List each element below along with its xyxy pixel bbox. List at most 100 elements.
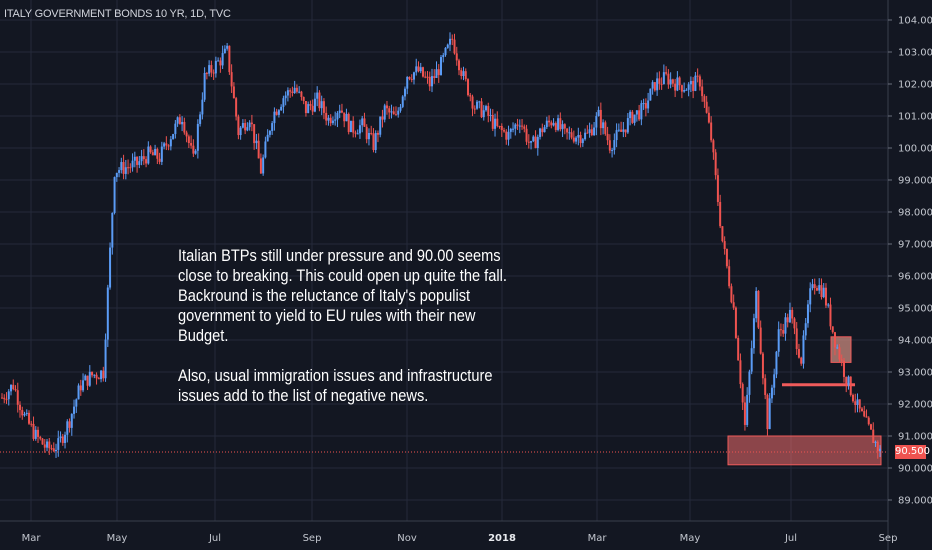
candle-body	[118, 170, 121, 173]
candle-body	[728, 266, 731, 287]
candle-body	[815, 288, 818, 291]
candle-body	[811, 284, 814, 289]
candle-body	[115, 172, 118, 178]
candle-body	[858, 399, 861, 409]
candle-body	[773, 374, 776, 388]
candle-body	[257, 140, 260, 159]
candle-body	[467, 79, 470, 96]
candle-body	[223, 48, 226, 54]
candle-body	[320, 101, 323, 109]
candle-body	[286, 90, 289, 96]
candle-body	[1, 397, 3, 399]
candle-body	[295, 87, 298, 92]
candle-body	[327, 117, 330, 121]
candle-body	[505, 131, 508, 140]
candle-body	[761, 353, 764, 379]
candle-body	[579, 134, 582, 144]
candle-body	[822, 287, 825, 298]
candle-body	[595, 116, 598, 128]
candle-body	[534, 136, 537, 149]
candle-body	[449, 38, 452, 45]
candle-body	[847, 376, 850, 386]
candle-body	[782, 330, 785, 334]
candle-body	[142, 156, 145, 160]
candle-body	[516, 124, 519, 126]
candle-body	[806, 304, 809, 324]
candle-body	[372, 133, 375, 150]
x-tick-label: 2018	[488, 533, 516, 544]
candle-body	[298, 91, 301, 93]
candle-body	[471, 96, 474, 109]
candle-body	[741, 384, 744, 403]
x-tick-label: Jul	[784, 533, 797, 544]
candle-body	[676, 77, 679, 91]
candle-body	[48, 441, 51, 449]
candle-body	[275, 111, 278, 115]
candle-body	[462, 71, 465, 77]
candle-body	[385, 105, 388, 109]
candle-body	[248, 122, 251, 128]
candle-body	[831, 326, 834, 333]
candle-body	[482, 110, 485, 118]
candle-body	[264, 141, 267, 158]
candle-body	[651, 82, 654, 89]
candle-body	[496, 118, 499, 126]
x-tick-label: May	[107, 533, 128, 544]
candle-body	[174, 123, 177, 135]
candle-body	[412, 72, 415, 80]
candle-body	[138, 161, 141, 165]
x-tick-label: Mar	[588, 533, 608, 544]
candle-body	[793, 318, 796, 329]
candle-body	[167, 145, 170, 147]
candle-body	[214, 60, 217, 74]
candle-body	[833, 332, 836, 348]
candle-body	[874, 441, 877, 443]
candle-body	[304, 101, 307, 114]
candle-body	[647, 100, 650, 109]
candle-body	[638, 110, 641, 120]
candle-body	[212, 72, 215, 74]
candle-body	[696, 75, 699, 77]
candle-body	[734, 307, 737, 338]
candle-body	[586, 132, 589, 134]
candle-body	[498, 125, 501, 127]
candle-body	[394, 114, 397, 116]
candle-body	[649, 88, 652, 101]
candle-body	[836, 347, 839, 349]
candle-body	[570, 132, 573, 138]
candle-body	[428, 76, 431, 87]
x-axis: Mar May Jul Sep Nov 2018 Mar May Jul Sep	[0, 520, 897, 544]
y-tick-label: 96.000	[898, 272, 932, 283]
candle-body	[746, 394, 749, 425]
candle-body	[145, 159, 148, 164]
candle-body	[854, 401, 857, 405]
candle-body	[183, 121, 186, 133]
candle-body	[358, 125, 361, 134]
candle-body	[433, 76, 436, 78]
candle-body	[716, 175, 719, 202]
candle-body	[584, 132, 587, 140]
x-tick-label: Jul	[208, 533, 221, 544]
candle-body	[424, 76, 427, 78]
candle-body	[68, 421, 71, 428]
chart-title: ITALY GOVERNMENT BONDS 10 YR, 1D, TVC	[4, 8, 231, 20]
candle-body	[485, 106, 488, 111]
candle-body	[678, 77, 681, 86]
candle-body	[192, 145, 195, 154]
candle-body	[867, 417, 870, 425]
candle-body	[509, 128, 512, 132]
candle-body	[521, 125, 524, 127]
candle-body	[719, 201, 722, 227]
candle-body	[381, 116, 384, 120]
candle-body	[151, 152, 154, 156]
candle-body	[613, 140, 616, 150]
candle-body	[503, 130, 506, 132]
candle-body	[367, 132, 370, 140]
candle-body	[548, 120, 551, 123]
candle-body	[665, 72, 668, 74]
candle-body	[590, 129, 593, 136]
candle-body	[165, 143, 168, 146]
candle-body	[667, 73, 670, 85]
candle-body	[491, 114, 494, 129]
